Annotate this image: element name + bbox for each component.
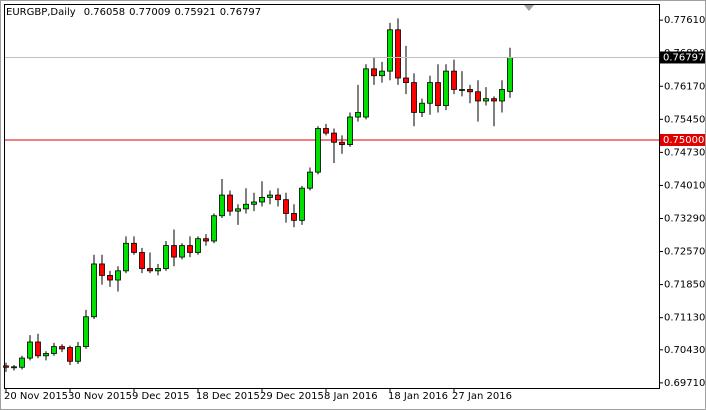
candle-body bbox=[307, 171, 313, 189]
candle-body bbox=[35, 341, 41, 357]
candle-body bbox=[443, 70, 449, 106]
candle-body bbox=[91, 263, 97, 318]
candle-body bbox=[355, 112, 361, 118]
candle-body bbox=[411, 82, 417, 113]
candle-body bbox=[195, 238, 201, 253]
level-label: 0.75000 bbox=[663, 135, 704, 146]
candle-body bbox=[267, 194, 273, 198]
candle-body bbox=[59, 346, 65, 350]
candle-body bbox=[283, 199, 289, 214]
level-label-box bbox=[660, 133, 705, 146]
candle-body bbox=[139, 252, 145, 269]
x-tick-label: 18 Dec 2015 bbox=[196, 391, 260, 402]
candle-body bbox=[155, 268, 161, 272]
y-tick-label: 0.77610 bbox=[664, 15, 705, 26]
candle-body bbox=[163, 245, 169, 269]
y-tick-label: 0.69710 bbox=[664, 378, 705, 389]
candle-body bbox=[251, 201, 257, 205]
candle-body bbox=[3, 365, 9, 368]
candle-body bbox=[507, 57, 513, 92]
candle-body bbox=[395, 29, 401, 79]
candle-body bbox=[11, 366, 17, 369]
plot-border bbox=[4, 4, 660, 389]
candle-body bbox=[171, 245, 177, 258]
candle-body bbox=[259, 196, 265, 203]
candle-body bbox=[131, 242, 137, 253]
y-tick-label: 0.74730 bbox=[664, 147, 705, 158]
open-value: 0.76058 bbox=[84, 7, 125, 18]
y-tick-label: 0.75450 bbox=[664, 114, 705, 125]
y-tick-label: 0.70430 bbox=[664, 345, 705, 356]
candle-body bbox=[51, 346, 57, 354]
candle-body bbox=[475, 91, 481, 102]
x-tick-label: 27 Jan 2016 bbox=[452, 391, 512, 402]
candle-body bbox=[235, 208, 241, 212]
candle-body bbox=[315, 128, 321, 173]
candle-body bbox=[403, 77, 409, 83]
candle-body bbox=[19, 357, 25, 368]
candle-body bbox=[363, 68, 369, 118]
candle-body bbox=[75, 346, 81, 362]
candle-body bbox=[387, 29, 393, 72]
y-tick-label: 0.76170 bbox=[664, 81, 705, 92]
y-tick-label: 0.74010 bbox=[664, 180, 705, 191]
candle-body bbox=[227, 194, 233, 212]
close-value: 0.76797 bbox=[220, 7, 261, 18]
candle-body bbox=[467, 89, 473, 93]
candle-body bbox=[491, 98, 497, 102]
high-value: 0.77009 bbox=[129, 7, 170, 18]
x-tick-label: 9 Dec 2015 bbox=[132, 391, 190, 402]
candle-body bbox=[347, 116, 353, 145]
candle-body bbox=[203, 238, 209, 242]
x-tick-label: 29 Dec 2015 bbox=[260, 391, 324, 402]
candle-body bbox=[291, 213, 297, 221]
y-tick-label: 0.72570 bbox=[664, 247, 705, 258]
candle-body bbox=[419, 102, 425, 113]
candle-body bbox=[99, 263, 105, 276]
candle-body bbox=[83, 316, 89, 347]
candle-body bbox=[67, 347, 73, 362]
candle-body bbox=[339, 141, 345, 145]
candle-body bbox=[211, 215, 217, 242]
candle-body bbox=[459, 89, 465, 91]
shift-marker bbox=[524, 5, 534, 11]
candle-body bbox=[27, 341, 33, 359]
x-tick-label: 8 Jan 2016 bbox=[324, 391, 378, 402]
candle-body bbox=[243, 203, 249, 210]
candle-body bbox=[147, 268, 153, 272]
y-tick-label: 0.71850 bbox=[664, 280, 705, 291]
candle-body bbox=[323, 128, 329, 134]
candle-body bbox=[187, 245, 193, 253]
chart-header: EURGBP,Daily 0.76058 0.77009 0.75921 0.76797 bbox=[6, 7, 261, 18]
candle-body bbox=[483, 98, 489, 102]
candle-body bbox=[275, 194, 281, 201]
candle-body bbox=[331, 132, 337, 143]
candle-body bbox=[451, 70, 457, 90]
candle-body bbox=[379, 70, 385, 77]
last-price-box bbox=[660, 51, 705, 64]
candle-body bbox=[371, 68, 377, 77]
candle-body bbox=[427, 82, 433, 104]
x-tick-label: 30 Nov 2015 bbox=[68, 391, 132, 402]
candle-body bbox=[219, 194, 225, 217]
x-tick-label: 18 Jan 2016 bbox=[388, 391, 448, 402]
candle-body bbox=[43, 353, 49, 357]
candle-body bbox=[179, 245, 185, 258]
last-price-label: 0.76797 bbox=[663, 52, 704, 63]
candle-body bbox=[299, 187, 305, 221]
candle-body bbox=[435, 82, 441, 106]
candle-body bbox=[107, 275, 113, 281]
low-value: 0.75921 bbox=[174, 7, 215, 18]
symbol: EURGBP,Daily bbox=[6, 7, 76, 18]
x-tick-label: 20 Nov 2015 bbox=[4, 391, 68, 402]
candle-body bbox=[499, 89, 505, 102]
candle-body bbox=[115, 270, 121, 281]
candle-body bbox=[123, 242, 129, 272]
y-tick-label: 0.71130 bbox=[664, 313, 705, 324]
y-tick-label: 0.73290 bbox=[664, 213, 705, 224]
